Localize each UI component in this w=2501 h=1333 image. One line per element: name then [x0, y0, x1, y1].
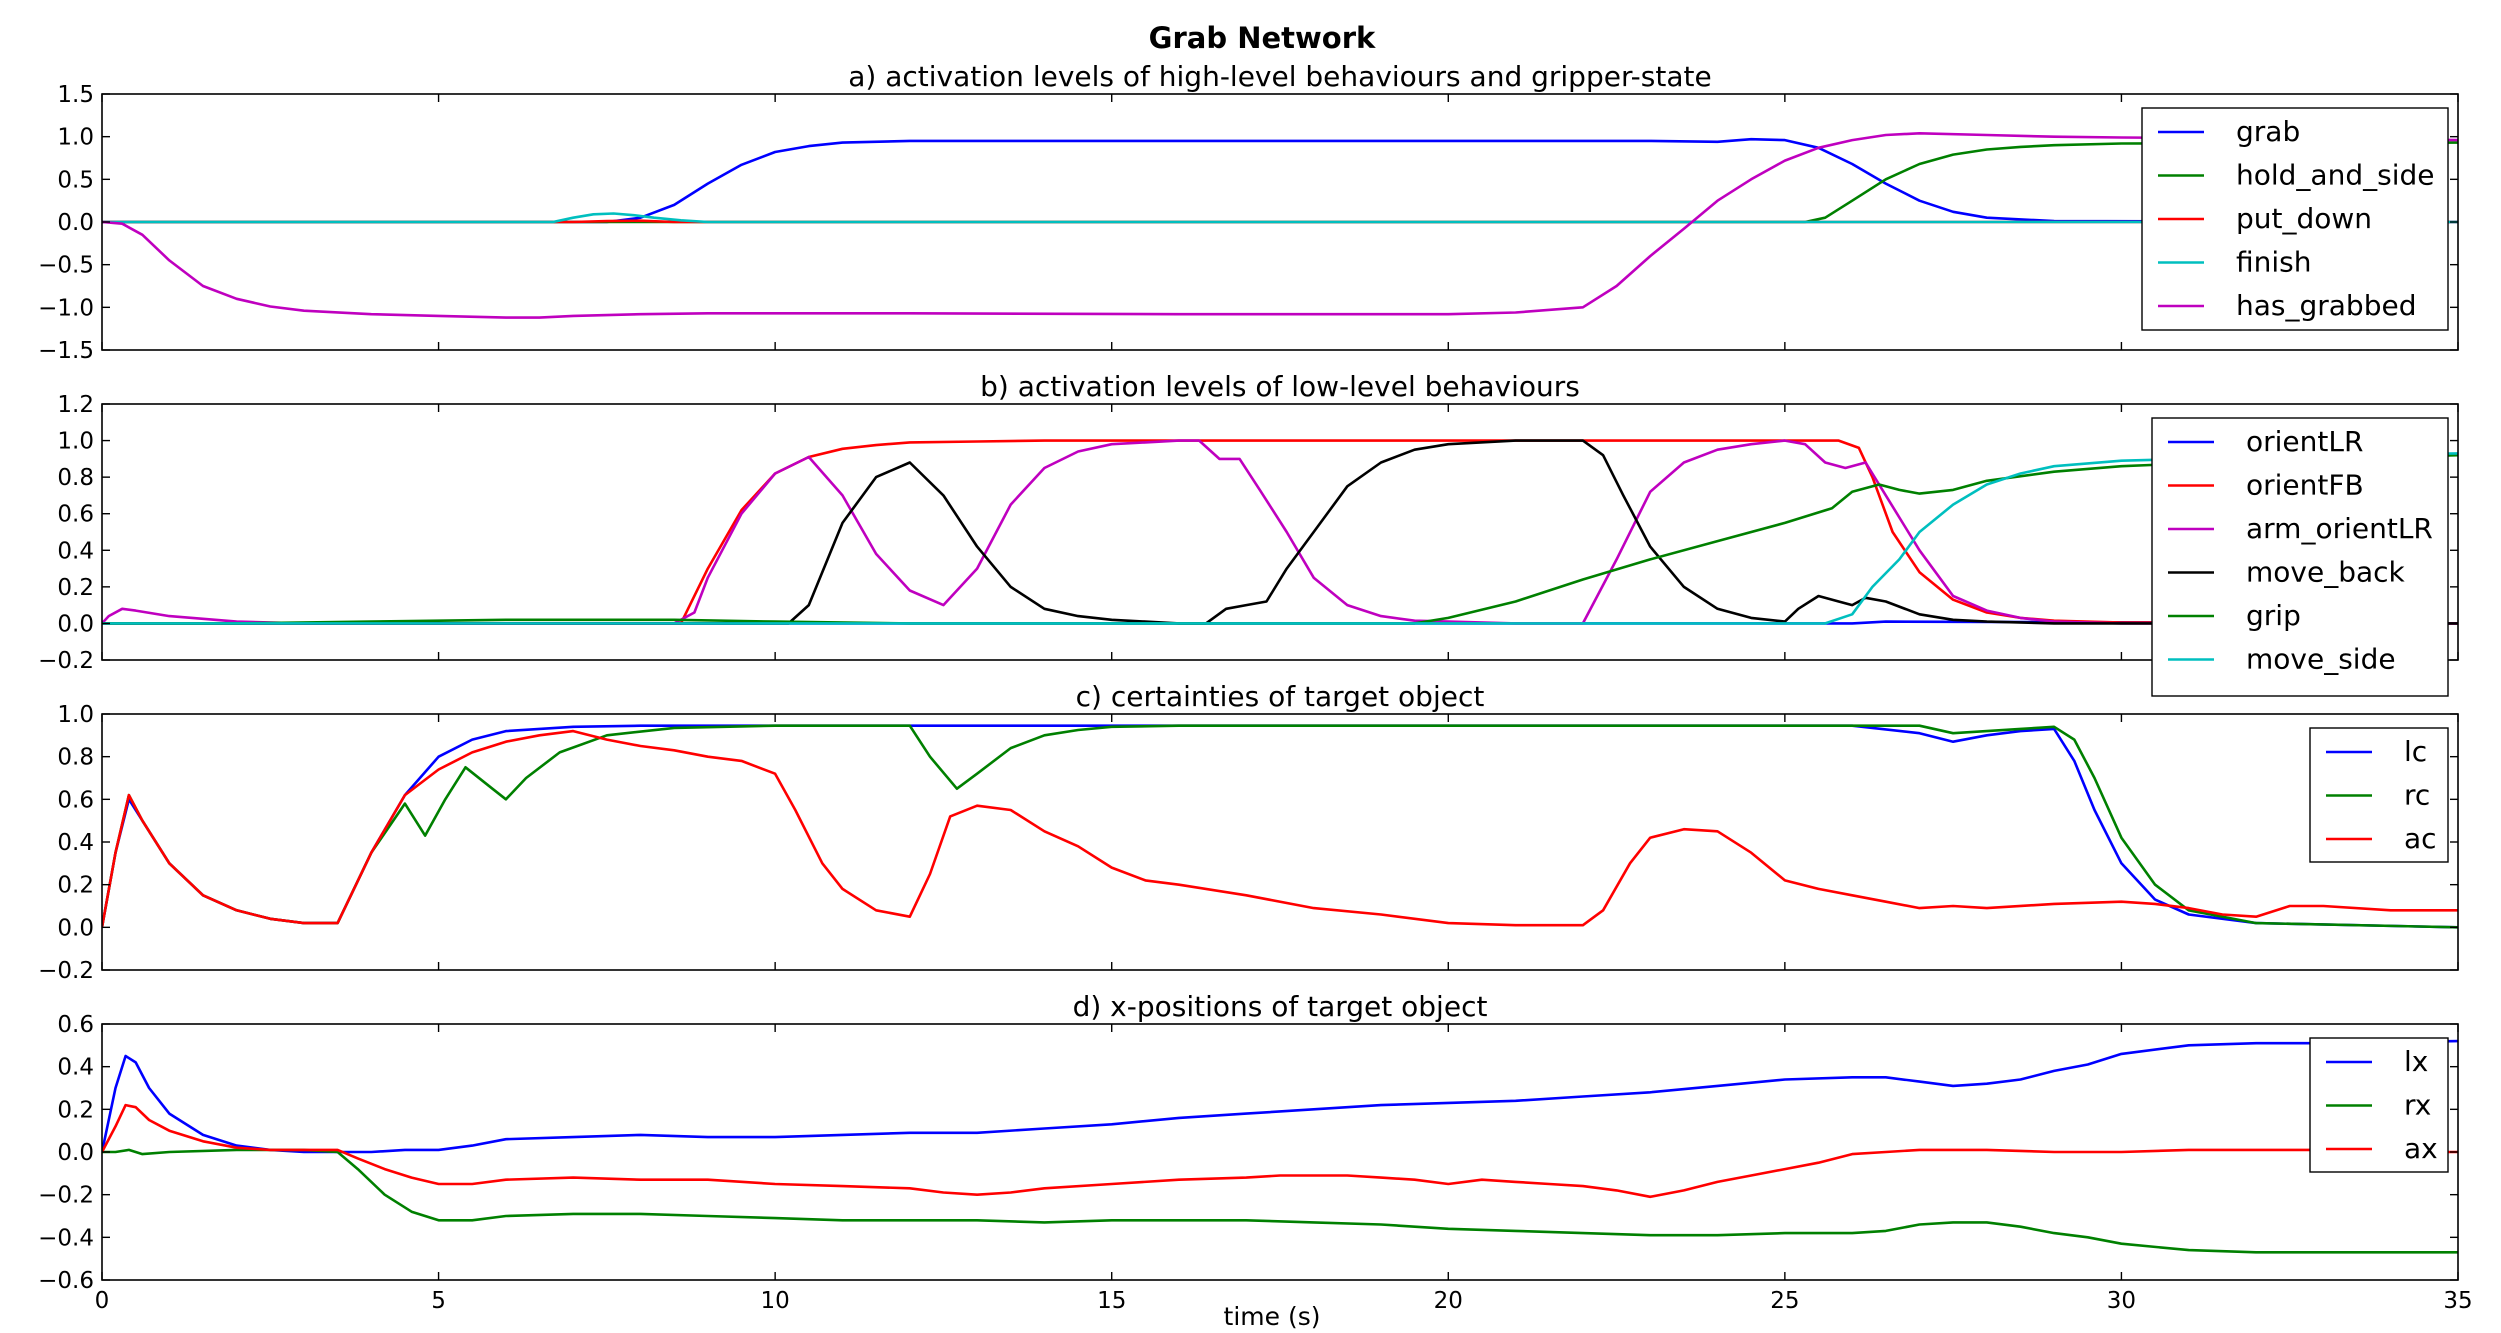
- legend-label: hold_and_side: [2236, 159, 2434, 192]
- legend-label: arm_orientLR: [2246, 512, 2433, 545]
- subplot-title: b) activation levels of low-level behavi…: [980, 370, 1580, 403]
- series-line-lx: [102, 1039, 2458, 1154]
- subplot-1: a) activation levels of high-level behav…: [38, 60, 2459, 364]
- y-tick-label: 0.5: [57, 167, 94, 193]
- x-tick-label: 20: [1434, 1288, 1463, 1314]
- legend-label: finish: [2236, 246, 2312, 279]
- figure-title: Grab Network: [1149, 21, 1376, 55]
- series-line-has-grabbed: [102, 132, 2458, 319]
- series-line-ac: [102, 729, 2458, 928]
- plot-frame: [101, 403, 2459, 661]
- legend: orientLR orientFB arm_orientLR move_backgri…: [2151, 417, 2449, 697]
- subplot-3: c) certainties of target object 1.0 0.8 0.6…: [38, 680, 2459, 984]
- y-tick-label: 1.0: [57, 702, 94, 728]
- legend-label: lc: [2404, 735, 2427, 768]
- y-tick-label: −1.5: [38, 338, 94, 364]
- legend-label: move_side: [2246, 643, 2396, 676]
- y-tick-label: −0.2: [38, 648, 94, 674]
- legend-label: move_back: [2246, 556, 2406, 589]
- series-line-rx: [102, 1148, 2458, 1254]
- legend: lc rc ac: [2309, 727, 2449, 863]
- y-tick-label: 0.6: [57, 787, 94, 813]
- y-tick-label: 0.2: [57, 575, 94, 601]
- y-tick-label: 0.4: [57, 538, 94, 564]
- x-tick-label: 10: [761, 1288, 790, 1314]
- legend-label: has_grabbed: [2236, 289, 2416, 322]
- subplot-4: d) x-positions of target object 0.6 0.4 0.2…: [38, 990, 2473, 1314]
- y-tick-label: 0.0: [57, 611, 94, 637]
- series-line-move-side: [102, 452, 2458, 625]
- series-group: [102, 439, 2458, 625]
- x-tick-label: 25: [1770, 1288, 1799, 1314]
- series-group: [102, 724, 2458, 929]
- subplot-title: d) x-positions of target object: [1073, 990, 1488, 1023]
- y-tick-label: 0.2: [57, 1097, 94, 1123]
- y-tick-label: 0.0: [57, 210, 94, 236]
- subplots: a) activation levels of high-level behav…: [38, 60, 2473, 1314]
- x-tick-label: 35: [2443, 1288, 2472, 1314]
- y-tick-label: 0.4: [57, 1055, 94, 1081]
- y-tick-label: 0.6: [57, 1012, 94, 1038]
- legend-box: [2151, 417, 2449, 697]
- legend-label: ac: [2404, 822, 2437, 855]
- y-tick-label: −0.6: [38, 1268, 94, 1294]
- legend: lx rx ax: [2309, 1037, 2449, 1173]
- y-tick-label: 0.2: [57, 873, 94, 899]
- legend-label: rc: [2404, 779, 2430, 812]
- y-tick-label: −0.5: [38, 253, 94, 279]
- legend-label: put_down: [2236, 202, 2372, 235]
- y-tick-label: 0.0: [57, 1140, 94, 1166]
- y-tick-label: 0.4: [57, 830, 94, 856]
- legend-label: lx: [2404, 1045, 2428, 1078]
- series-line-finish: [102, 212, 2458, 224]
- x-tick-label: 30: [2107, 1288, 2136, 1314]
- y-tick-label: 0.8: [57, 465, 94, 491]
- x-tick-label: 0: [95, 1288, 110, 1314]
- series-line-rc: [102, 724, 2458, 929]
- x-tick-label: 5: [431, 1288, 446, 1314]
- x-axis-label: time (s): [1224, 1302, 1321, 1331]
- y-tick-label: 0.8: [57, 745, 94, 771]
- y-tick-label: −0.2: [38, 958, 94, 984]
- legend-label: rx: [2404, 1089, 2431, 1122]
- series-line-ax: [102, 1103, 2458, 1199]
- y-tick-label: 1.0: [57, 125, 94, 151]
- series-group: [102, 1039, 2458, 1254]
- plot-frame: [101, 713, 2459, 971]
- series-line-grip: [102, 453, 2458, 625]
- legend-label: orientFB: [2246, 469, 2364, 502]
- series-line-lc: [102, 724, 2458, 929]
- y-tick-label: 1.2: [57, 392, 94, 418]
- y-tick-label: −0.2: [38, 1183, 94, 1209]
- y-tick-label: 0.6: [57, 502, 94, 528]
- y-tick-label: 1.5: [57, 82, 94, 108]
- y-tick-label: −1.0: [38, 295, 94, 321]
- subplot-title: c) certainties of target object: [1076, 680, 1485, 713]
- series-line-arm-orientLR: [102, 439, 2458, 625]
- subplot-2: b) activation levels of low-level behavi…: [38, 370, 2459, 697]
- series-group: [102, 132, 2458, 319]
- x-tick-label: 15: [1097, 1288, 1126, 1314]
- subplot-title: a) activation levels of high-level behav…: [848, 60, 1711, 93]
- y-tick-label: 0.0: [57, 915, 94, 941]
- legend-label: grip: [2246, 599, 2301, 632]
- series-line-grab: [102, 137, 2458, 224]
- y-tick-label: −0.4: [38, 1225, 94, 1251]
- y-tick-label: 1.0: [57, 429, 94, 455]
- series-line-hold-and-side: [102, 141, 2458, 224]
- legend-label: ax: [2404, 1132, 2438, 1165]
- legend-label: orientLR: [2246, 425, 2363, 458]
- legend-label: grab: [2236, 115, 2300, 148]
